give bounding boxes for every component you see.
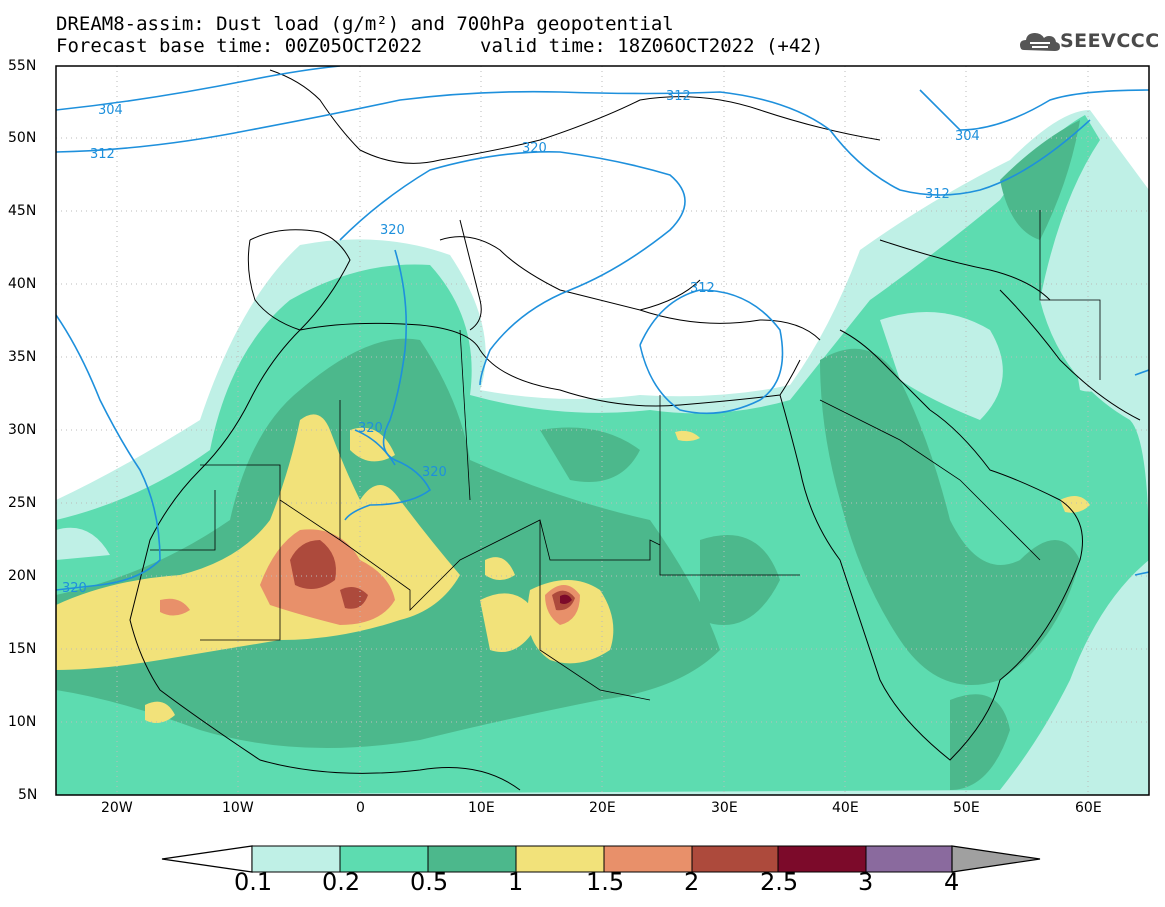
map-frame bbox=[55, 65, 1150, 796]
contour-label: 304 bbox=[98, 103, 123, 118]
lat-label: 55N bbox=[8, 58, 37, 74]
country-borders bbox=[150, 210, 1101, 701]
lon-label: 30E bbox=[711, 800, 738, 816]
lat-label: 10N bbox=[8, 714, 37, 730]
logo-text: SEEVCCC bbox=[1060, 30, 1160, 52]
contour-label: 312 bbox=[925, 187, 950, 202]
lon-label: 50E bbox=[953, 800, 980, 816]
lon-label: 0 bbox=[356, 800, 365, 816]
lat-label: 35N bbox=[8, 349, 37, 365]
colorbar-label: 2.5 bbox=[760, 868, 799, 896]
valid-time: valid time: 18Z06OCT2022 (+42) bbox=[480, 35, 824, 57]
colorbar-label: 0.1 bbox=[234, 868, 273, 896]
colorbar-label: 4 bbox=[944, 868, 960, 896]
coastlines bbox=[129, 69, 1141, 791]
forecast-base-time: Forecast base time: 00Z05OCT2022 bbox=[56, 35, 423, 57]
contour-label: 320 bbox=[380, 223, 405, 238]
dust-level-2.5 bbox=[560, 594, 572, 604]
contour-label: 304 bbox=[955, 129, 980, 144]
lat-label: 25N bbox=[8, 495, 37, 511]
lat-label: 40N bbox=[8, 276, 37, 292]
contour-label: 312 bbox=[666, 89, 691, 104]
map-title: DREAM8-assim: Dust load (g/m²) and 700hP… bbox=[56, 13, 674, 35]
contour-label: 312 bbox=[90, 147, 115, 162]
contour-label: 320 bbox=[62, 581, 87, 596]
lat-label: 5N bbox=[18, 787, 38, 803]
lat-label: 15N bbox=[8, 641, 37, 657]
graticule bbox=[56, 66, 1149, 795]
contour-labels: 304 312 320 312 304 312 320 320 320 312 … bbox=[62, 89, 980, 596]
lon-label: 10W bbox=[222, 800, 254, 816]
contour-label: 320 bbox=[422, 465, 447, 480]
lon-label: 10E bbox=[468, 800, 495, 816]
cloud-icon bbox=[1020, 33, 1060, 51]
contour-label: 312 bbox=[690, 281, 715, 296]
lon-label: 40E bbox=[832, 800, 859, 816]
colorbar-label: 0.5 bbox=[410, 868, 449, 896]
lon-label: 20E bbox=[589, 800, 616, 816]
contour-label: 320 bbox=[522, 141, 547, 156]
colorbar-label: 1 bbox=[508, 868, 524, 896]
lat-label: 20N bbox=[8, 568, 37, 584]
colorbar-label: 3 bbox=[858, 868, 874, 896]
colorbar-label: 2 bbox=[684, 868, 700, 896]
colorbar bbox=[161, 845, 1041, 873]
contour-label: 320 bbox=[358, 421, 383, 436]
lat-label: 30N bbox=[8, 422, 37, 438]
lat-label: 50N bbox=[8, 130, 37, 146]
geopotential-contours bbox=[56, 66, 1149, 591]
colorbar-label: 0.2 bbox=[322, 868, 361, 896]
colorbar-label: 1.5 bbox=[586, 868, 625, 896]
lat-label: 45N bbox=[8, 203, 37, 219]
lon-label: 60E bbox=[1075, 800, 1102, 816]
lon-label: 20W bbox=[101, 800, 133, 816]
